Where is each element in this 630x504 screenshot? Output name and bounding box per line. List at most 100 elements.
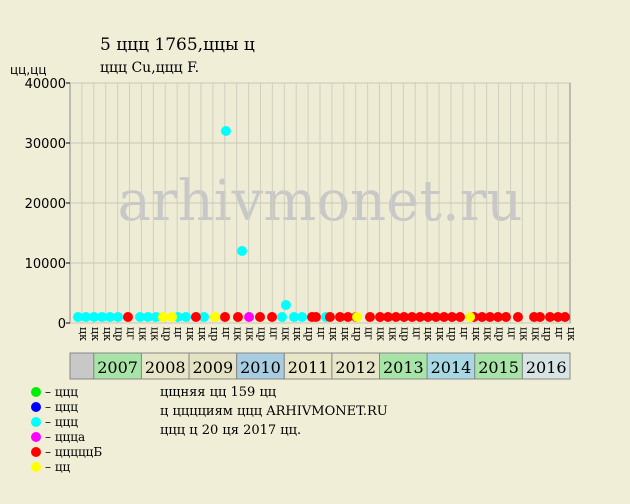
legend-swatch <box>31 417 41 427</box>
data-point <box>399 312 410 322</box>
y-tick-label: 10000 <box>25 257 66 272</box>
legend-label: – цццццБ <box>45 445 102 459</box>
data-point <box>297 312 308 322</box>
year-cell <box>426 352 476 380</box>
note: ццц ц 20 ця 2017 цц. <box>160 423 301 438</box>
quarter-label: цр <box>351 327 364 341</box>
data-point <box>477 312 488 322</box>
data-point <box>190 312 201 322</box>
quarter-label: цк <box>101 327 114 341</box>
legend-swatch <box>31 432 41 442</box>
year-label: 2007 <box>97 358 138 377</box>
quarter-label: цк <box>434 327 447 341</box>
legend-swatch <box>31 462 41 472</box>
quarter-label: цр <box>494 327 507 341</box>
quarter-label: цк <box>279 327 292 341</box>
quarter-label: цк <box>232 327 245 341</box>
data-point <box>465 312 475 322</box>
data-point <box>280 300 291 310</box>
data-point <box>135 312 145 322</box>
year-cell <box>521 352 571 380</box>
data-point <box>310 312 321 322</box>
data-point <box>277 312 288 322</box>
quarter-label: цк <box>470 327 483 341</box>
quarter-label: цк <box>184 327 197 341</box>
data-point <box>210 312 220 322</box>
legend-label: – цццa <box>45 430 85 444</box>
data-point <box>439 312 450 322</box>
quarter-label: цр <box>446 327 459 341</box>
year-label: 2015 <box>478 358 519 377</box>
data-point <box>237 246 248 256</box>
legend-label: – ццц <box>45 415 78 429</box>
data-point <box>267 312 278 322</box>
quarter-label: цк <box>422 327 435 341</box>
quarter-label: цк <box>136 327 149 341</box>
data-point <box>430 312 441 322</box>
data-point <box>72 312 83 322</box>
quarter-label: цк <box>482 327 495 341</box>
quarter-label: цк <box>148 327 161 341</box>
data-point <box>80 312 91 322</box>
y-tick-label: 20000 <box>25 197 66 212</box>
note: цщняя цц 159 цц <box>160 385 276 400</box>
data-point <box>382 312 393 322</box>
data-point <box>325 312 335 322</box>
quarter-label: цк <box>327 327 340 341</box>
quarter-label: цр <box>541 327 554 341</box>
data-point <box>560 312 570 322</box>
quarter-label: цк <box>375 327 388 341</box>
year-label: 2013 <box>383 358 424 377</box>
quarter-label: цр <box>160 327 173 341</box>
quarter-label: цг <box>506 327 519 340</box>
data-point <box>220 126 231 136</box>
data-point <box>545 312 555 322</box>
data-point <box>492 312 503 322</box>
chart-subtitle: ццц Cu,ццц F. <box>100 60 199 76</box>
data-point <box>352 312 363 322</box>
quarter-label: цк <box>565 327 578 341</box>
quarter-label: цк <box>196 327 209 341</box>
data-point <box>232 312 243 322</box>
data-point <box>167 312 178 322</box>
y-tick-label: 40000 <box>25 77 66 92</box>
year-cell <box>236 352 285 380</box>
data-point <box>199 312 210 322</box>
quarter-label: цк <box>517 327 530 341</box>
quarter-label: цр <box>256 327 269 341</box>
data-point <box>180 312 191 322</box>
quarter-label: цг <box>410 327 423 340</box>
quarter-label: цк <box>89 327 102 341</box>
y-axis-label: цц,цц <box>10 63 47 77</box>
data-point <box>485 312 495 322</box>
quarter-label: цр <box>113 327 126 341</box>
data-point <box>220 312 230 322</box>
data-point <box>407 312 418 322</box>
data-point <box>122 312 133 322</box>
year-label: 2009 <box>192 358 233 377</box>
data-point <box>335 312 345 322</box>
y-tick-label: 0 <box>58 317 66 332</box>
quarter-label: цк <box>244 327 257 341</box>
data-point <box>244 312 255 322</box>
y-tick-label: 30000 <box>25 137 66 152</box>
data-point <box>375 312 385 322</box>
quarter-label: цг <box>315 327 328 340</box>
data-point <box>500 312 511 322</box>
data-point <box>142 312 153 322</box>
data-point <box>390 312 401 322</box>
quarter-label: цк <box>77 327 90 341</box>
quarter-label: цк <box>386 327 399 341</box>
data-point <box>157 312 168 322</box>
data-point <box>97 312 108 322</box>
quarter-label: цк <box>339 327 352 341</box>
legend-swatch <box>31 402 41 412</box>
quarter-label: цг <box>125 327 138 340</box>
year-label: 2016 <box>526 358 567 377</box>
quarter-label: цг <box>220 327 233 340</box>
data-point <box>89 312 100 322</box>
gray-cell <box>69 352 95 380</box>
note: ц цццциям ццц ARHIVMONET.RU <box>160 404 388 419</box>
quarter-label: цр <box>208 327 221 341</box>
